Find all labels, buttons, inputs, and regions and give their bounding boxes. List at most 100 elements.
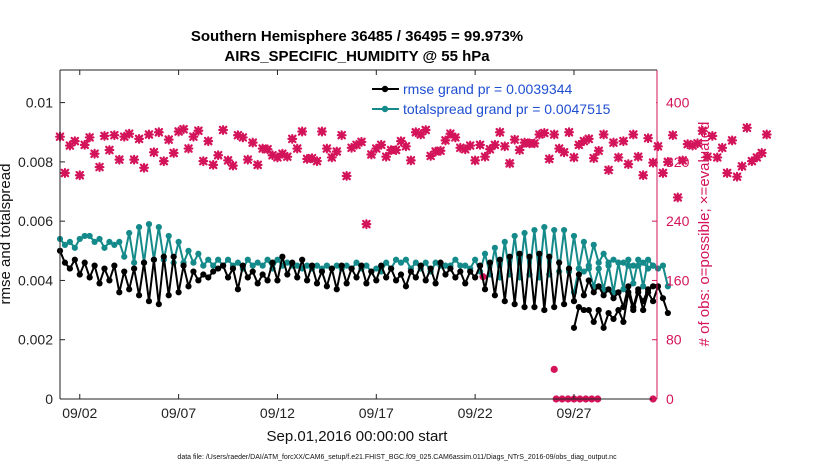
series-point [565,265,573,272]
evaluated-obs-marker [712,152,723,163]
evaluated-obs-marker [455,142,466,153]
evaluated-obs-marker [307,153,317,164]
series-point [630,262,637,269]
series-point [249,268,256,275]
series-point [511,301,518,308]
series-point [610,256,617,263]
evaluated-obs-marker [361,219,372,230]
evaluated-obs-marker [218,125,229,135]
series-point [264,256,271,263]
y-axis-ticks: 0 0.002 0.004 0.006 0.008 0.01 [18,95,65,407]
evaluated-obs-marker [475,139,486,150]
series-point [491,292,499,299]
evaluated-obs-marker [119,131,130,142]
series-point [140,259,148,266]
series-point [640,306,647,314]
series-point [378,262,385,269]
evaluated-obs-marker [104,145,115,155]
series-point [323,283,330,290]
series-point [91,238,98,246]
series-point [575,271,583,278]
series-point [224,256,232,263]
evaluated-obs-marker [232,130,243,141]
evaluated-obs-marker [514,145,525,155]
evaluated-obs-marker [608,137,619,148]
series-point [605,309,612,317]
x-tick-label: 09/17 [359,405,394,421]
evaluated-obs-marker [109,130,120,141]
evaluated-obs-marker [499,141,510,152]
series-point [501,238,508,246]
series-point [664,309,671,317]
evaluated-obs-marker [638,170,649,181]
series-point [640,298,647,305]
y-right-tick-label: 320 [666,154,690,170]
evaluated-obs-marker [539,128,550,138]
evaluated-obs-marker [598,129,609,140]
evaluated-obs-marker [544,153,555,164]
evaluated-obs-marker [386,145,397,155]
series-point [259,271,266,278]
y-tick-label: 0.006 [18,213,53,229]
series-point [472,256,479,263]
evaluated-obs-marker [381,151,392,162]
x-axis-ticks: 09/02 09/07 09/12 09/17 09/22 09/27 [62,70,592,421]
series-point [244,256,251,263]
evaluated-obs-marker [722,168,733,178]
series-point [106,238,113,246]
series-point [541,306,548,314]
evaluated-obs-marker [144,129,154,140]
series-point [442,271,449,278]
evaluated-obs-marker [89,148,100,159]
series-point [175,238,182,246]
series-point [541,223,548,231]
series-point [96,280,103,287]
x-axis-label: Sep.01,2016 00:00:00 start [267,428,449,445]
series-point [422,259,429,266]
evaluated-obs-marker [440,135,451,146]
x-tick-label: 09/02 [62,405,97,421]
evaluated-obs-marker [188,131,199,142]
series-point [323,262,330,269]
x-tick-label: 09/22 [458,405,493,421]
series-point [580,268,587,275]
series-point [635,256,642,263]
series-point [91,262,98,269]
chart-title: Southern Hemisphere 36485 / 36495 = 99.9… [191,28,523,45]
evaluated-obs-marker [697,125,708,136]
y-tick-label: 0.01 [26,95,53,111]
evaluated-obs-marker [727,135,738,146]
series-point [615,306,622,314]
series-point [121,253,128,260]
series-point [585,265,592,272]
evaluated-obs-marker [588,153,599,164]
evaluated-obs-marker [524,138,535,149]
evaluated-obs-marker [480,151,490,162]
series-point [620,318,627,326]
series-point [506,253,513,260]
series-point [570,232,578,240]
series-point [452,274,459,281]
evaluated-obs-marker [223,155,233,166]
series-point [368,268,375,275]
series-point [81,232,88,240]
evaluated-obs-marker [583,133,594,144]
series-point [101,244,108,251]
series-point [61,259,69,266]
series-point [481,250,489,257]
series-point [467,268,474,275]
series-point [511,232,518,240]
series-point [259,262,266,269]
evaluated-obs-marker [489,139,500,150]
series-point [289,259,296,266]
series-point [447,265,454,272]
x-tick-label: 09/07 [161,405,196,421]
evaluated-obs-marker [272,152,283,163]
evaluated-obs-marker [292,143,303,154]
series-point [412,259,419,266]
evaluated-obs-marker [569,152,579,163]
series-point [284,259,291,266]
series-point [476,262,484,269]
series-point [205,256,212,263]
